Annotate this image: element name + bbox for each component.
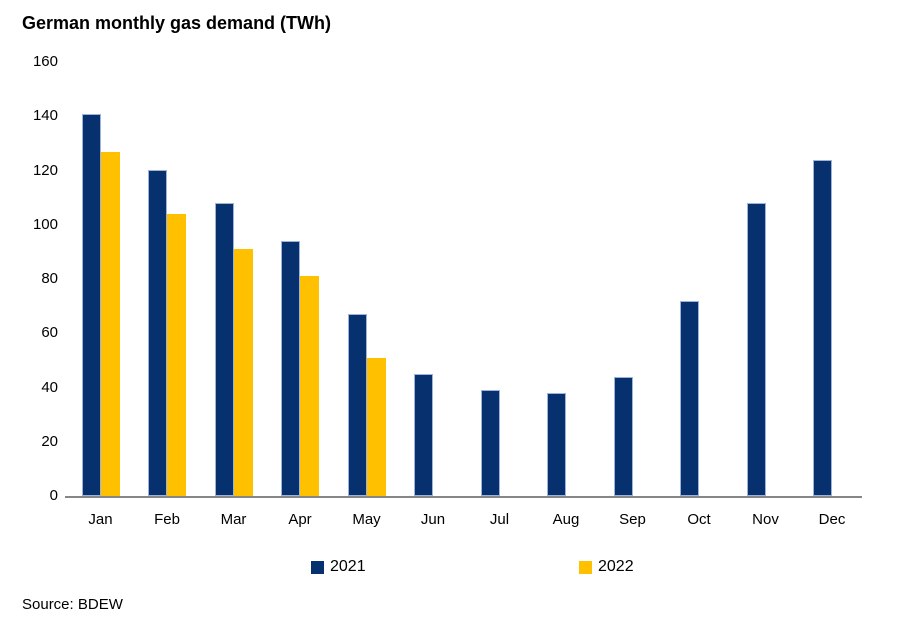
x-tick-label: Sep (619, 511, 646, 528)
source-note: Source: BDEW (22, 596, 123, 613)
y-tick-label: 20 (41, 432, 58, 450)
bar-2022-jan (100, 152, 120, 496)
bar-2021-jul (480, 390, 500, 496)
bar-2021-feb (148, 170, 167, 496)
y-tick-label: 60 (41, 324, 58, 342)
bar-2022-apr (300, 276, 319, 496)
bar-2021-jan (81, 114, 101, 496)
bar-2021-jun (414, 374, 433, 496)
bar-2021-oct (680, 301, 699, 496)
legend-item-2021: 2021 (311, 558, 366, 576)
x-tick-label: Jul (489, 511, 510, 528)
y-tick-label: 120 (32, 161, 58, 179)
bar-2021-apr (281, 241, 300, 496)
y-tick-label: 80 (41, 270, 58, 287)
y-tick-label: 160 (32, 53, 58, 70)
bar-2021-may (347, 314, 367, 496)
legend-item-2022: 2022 (579, 558, 634, 576)
legend-swatch-2021 (311, 560, 324, 574)
x-tick-label: Jan (88, 511, 113, 528)
x-tick-label: Oct (687, 511, 711, 528)
bar-2022-feb (167, 214, 186, 496)
y-tick-label: 140 (32, 107, 58, 125)
y-tick-label: 40 (41, 378, 58, 396)
y-tick-label: 0 (49, 487, 58, 504)
x-tick-label: Jun (420, 511, 446, 528)
bar-2021-nov (746, 203, 766, 496)
legend-label: 2022 (598, 558, 634, 575)
x-tick-label: Dec (818, 511, 846, 528)
x-tick-label: Feb (154, 511, 180, 528)
legend-label: 2021 (330, 558, 366, 575)
legend-swatch-2022 (579, 560, 592, 574)
bar-2022-mar (233, 249, 253, 496)
chart-title: German monthly gas demand (TWh) (22, 13, 332, 33)
x-tick-label: May (352, 511, 381, 528)
x-tick-label: Aug (552, 511, 580, 528)
x-tick-label: Nov (752, 511, 779, 528)
bar-2021-sep (613, 377, 633, 496)
x-tick-label: Mar (220, 511, 247, 528)
x-tick-label: Apr (288, 511, 312, 528)
plot-canvas (65, 62, 862, 498)
x-axis-line (65, 496, 862, 498)
bar-2022-may (366, 358, 386, 496)
y-tick-label: 100 (32, 215, 58, 233)
bar-2021-mar (214, 203, 234, 496)
bar-2021-dec (813, 160, 832, 496)
bar-2021-aug (547, 393, 566, 496)
